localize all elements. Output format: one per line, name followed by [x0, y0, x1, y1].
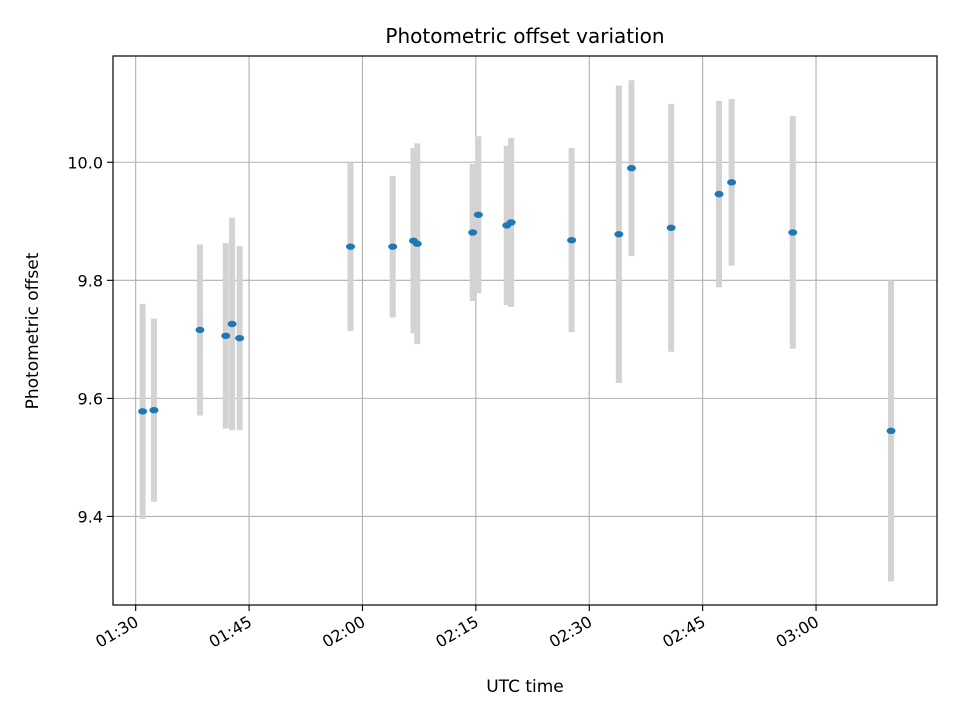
data-point — [227, 320, 237, 328]
data-points — [138, 164, 896, 435]
data-point — [235, 334, 245, 342]
plot-frame — [112, 55, 938, 606]
y-axis: 9.4 9.6 9.8 10.0 — [67, 153, 113, 526]
chart-title: Photometric offset variation — [385, 24, 664, 48]
data-point — [506, 219, 516, 226]
data-point — [886, 427, 896, 435]
grid — [113, 56, 937, 605]
data-point — [221, 332, 231, 340]
y-tick-label: 9.8 — [78, 271, 103, 290]
y-axis-label: Photometric offset — [23, 252, 43, 409]
data-point — [727, 179, 737, 186]
data-point — [473, 211, 483, 218]
data-point — [138, 408, 148, 415]
x-axis-label: UTC time — [486, 677, 564, 697]
data-point — [626, 164, 636, 172]
data-point — [666, 224, 676, 231]
data-point — [567, 236, 577, 244]
data-point — [714, 190, 724, 198]
data-point — [614, 231, 624, 238]
data-point — [345, 243, 355, 250]
data-point — [195, 326, 205, 334]
data-point — [149, 406, 159, 414]
data-point — [468, 229, 478, 236]
y-tick-label: 9.4 — [78, 507, 103, 526]
data-point — [788, 229, 798, 236]
y-tick-label: 10.0 — [67, 153, 103, 172]
data-point — [412, 240, 422, 247]
y-tick-label: 9.6 — [78, 389, 103, 408]
data-point — [388, 243, 398, 250]
